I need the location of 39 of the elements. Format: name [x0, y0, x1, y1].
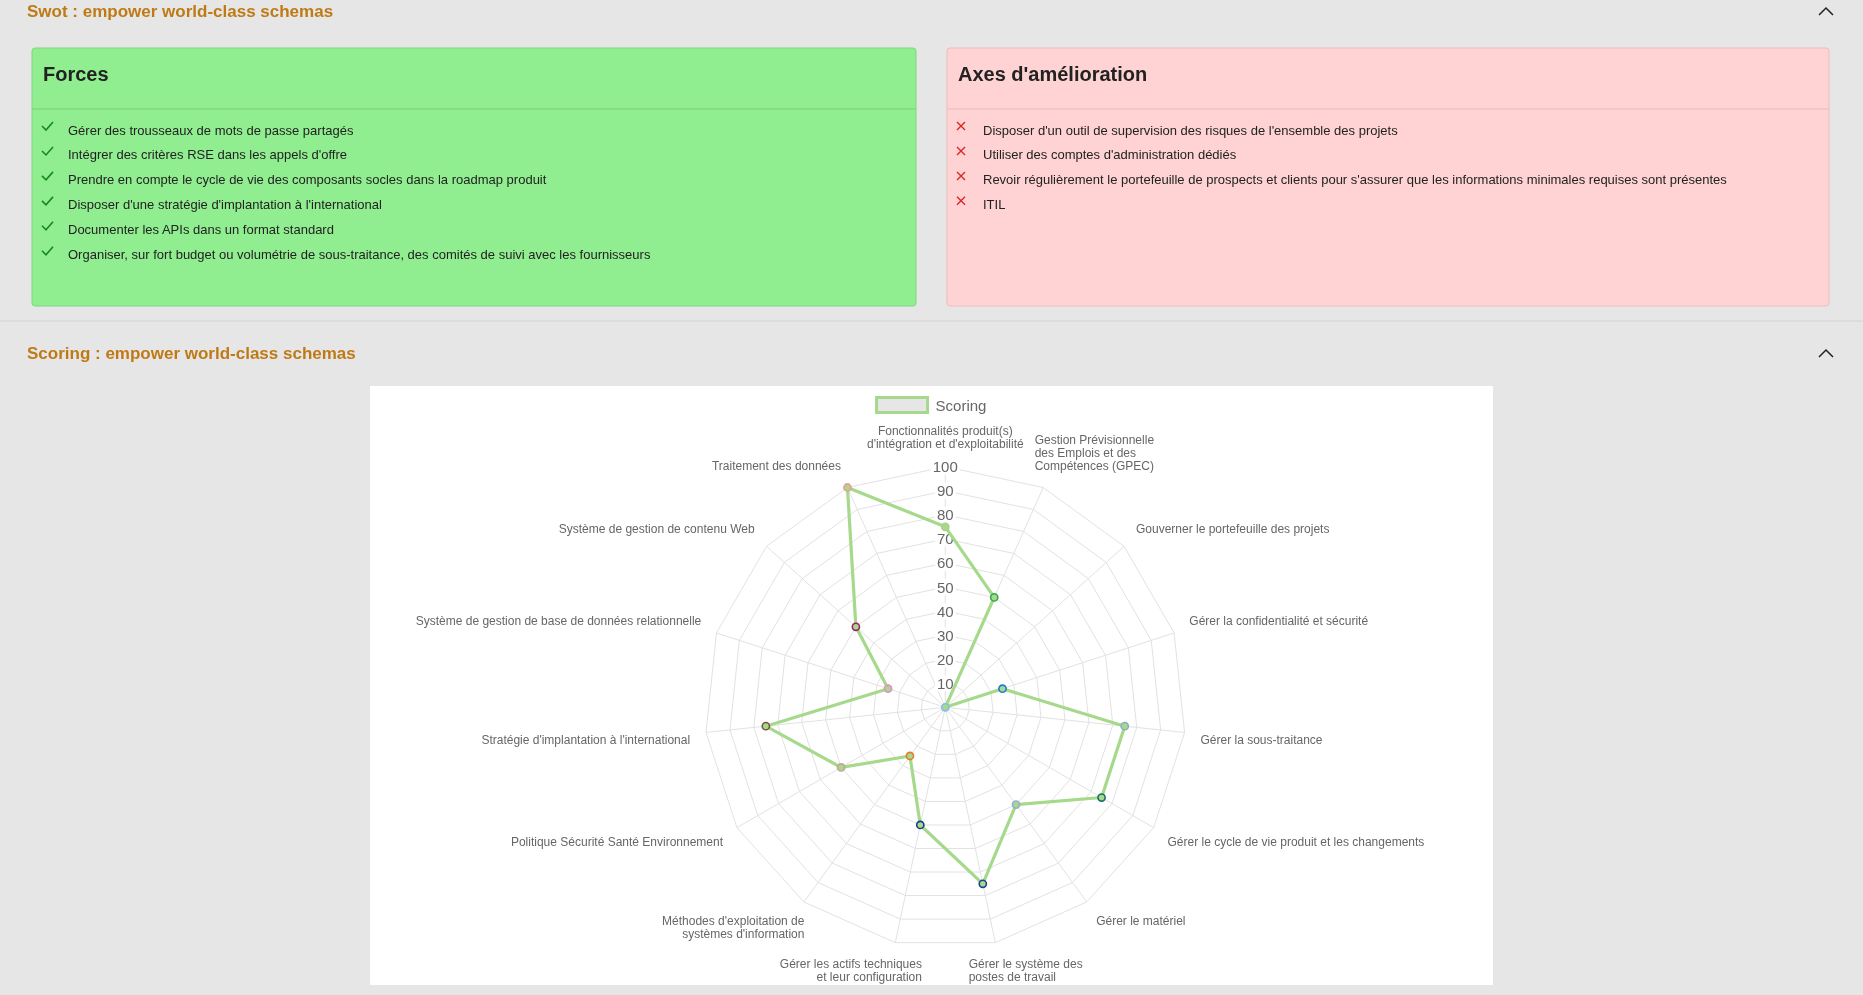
- text: Organiser, sur fort budget ou volumétrie de sous-traitance, des comités de suivi avec les fournisseurs: [68, 247, 651, 263]
- spoke-label: Gestion Prévisionnelle des Emplois et des Compétences (GPEC): [1034, 432, 1155, 473]
- text: ITIL: [983, 197, 1006, 213]
- y-tick-label: 10: [936, 674, 954, 692]
- y-tick-label: 20: [936, 650, 954, 668]
- spoke-label: Gérer le cycle de vie produit et les changements: [1167, 834, 1425, 849]
- text: Revoir régulièrement le portefeuille de prospects et clients pour s'assurer que les informations minimales requises sont présentes: [983, 172, 1728, 188]
- y-tick-label: 80: [936, 506, 954, 524]
- spoke-label: Méthodes d'exploitation de systèmes d'information: [662, 913, 805, 941]
- text: Disposer d'un outil de supervision des risques de l'ensemble des projets: [983, 122, 1399, 138]
- spoke-label: Gérer le système des postes de travail: [968, 957, 1083, 985]
- spoke-label: Gérer les actifs techniques et leur configuration: [779, 957, 922, 985]
- y-tick-label: 90: [936, 482, 954, 500]
- y-tick-label: 40: [936, 602, 954, 620]
- text: Forces: [43, 63, 109, 85]
- text: Axes d'amélioration: [958, 63, 1148, 85]
- text: Disposer d'une stratégie d'implantation à l'international: [68, 197, 382, 213]
- text: Documenter les APIs dans un format standard: [68, 222, 334, 238]
- spoke-label: Stratégie d'implantation à l'international: [481, 733, 691, 748]
- text: Scoring : empower world-class schemas: [27, 343, 356, 363]
- spoke-label: Gérer la confidentialité et sécurité: [1189, 614, 1369, 629]
- y-tick-label: 100: [932, 458, 958, 476]
- spoke-label: Fonctionnalités produit(s) d'intégration et d'exploitabilité: [866, 423, 1024, 451]
- y-tick-label: 60: [936, 554, 954, 572]
- y-tick-label: 30: [936, 626, 954, 644]
- text: Prendre en compte le cycle de vie des composants socles dans la roadmap produit: [68, 172, 547, 188]
- text: Intégrer des critères RSE dans les appels d'offre: [68, 147, 347, 163]
- spoke-label: Gérer la sous-traitance: [1200, 733, 1323, 748]
- text: Gérer des trousseaux de mots de passe partagés: [68, 122, 354, 138]
- y-tick-label: 50: [936, 578, 954, 596]
- spoke-label: Système de gestion de contenu Web: [558, 521, 755, 536]
- spoke-label: Système de gestion de base de données relationnelle: [415, 614, 702, 629]
- text: Swot : empower world-class schemas: [27, 1, 334, 21]
- legend-label: Scoring: [935, 396, 987, 414]
- spoke-label: Gérer le matériel: [1096, 913, 1186, 928]
- spoke-label: Gouverner le portefeuille des projets: [1135, 521, 1330, 536]
- spoke-label: Traitement des données: [711, 458, 841, 473]
- text: Utiliser des comptes d'administration dédiés: [983, 147, 1237, 163]
- spoke-label: Politique Sécurité Santé Environnement: [510, 834, 724, 849]
